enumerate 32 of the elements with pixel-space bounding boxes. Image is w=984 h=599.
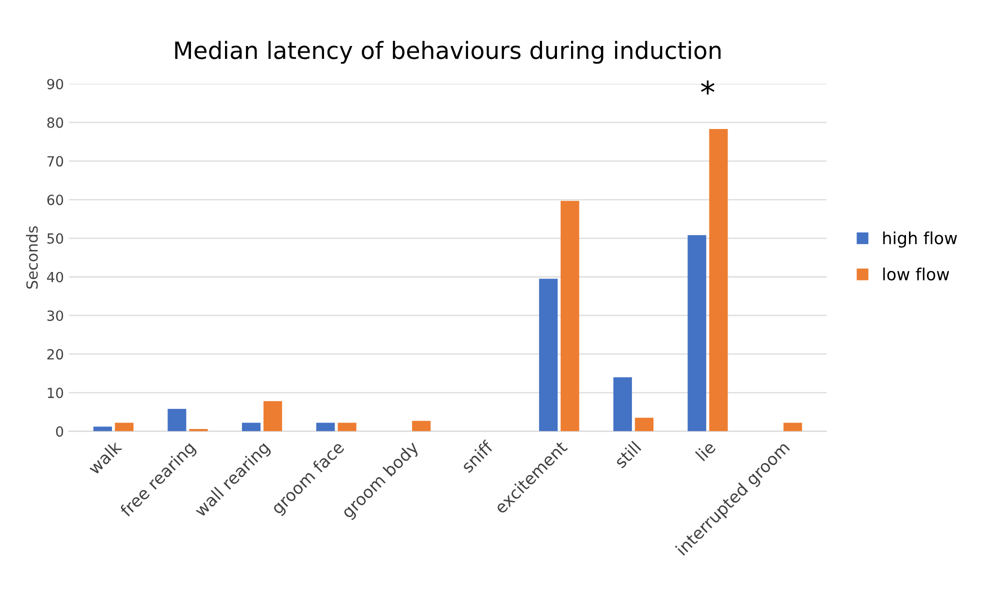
y-tick-label: 60 (47, 194, 64, 206)
bar (783, 422, 802, 432)
bar (93, 426, 112, 432)
y-axis-title: Seconds (26, 226, 38, 289)
y-tick-label: 70 (47, 156, 64, 167)
bar (338, 422, 356, 432)
y-tick-label: 10 (48, 388, 64, 398)
annotation: * (700, 80, 714, 94)
bar (709, 129, 728, 432)
x-tick-label: lie (695, 440, 716, 462)
x-tick-label: still (613, 440, 642, 469)
y-tick-label: 50 (47, 233, 64, 244)
y-tick-label: 20 (47, 349, 64, 360)
bar (613, 377, 632, 432)
y-tick-label: 30 (47, 310, 64, 321)
bar (316, 422, 335, 432)
y-tick-label: 90 (47, 78, 64, 90)
bar (412, 420, 431, 432)
legend-label: low flow (883, 268, 950, 280)
bar (560, 200, 580, 432)
bar (688, 235, 706, 432)
bar (264, 401, 282, 432)
y-tick-label: 80 (47, 117, 64, 128)
y-tick-label: 0 (56, 426, 64, 437)
chart-title: Median latency of behaviours during induction (175, 40, 721, 64)
legend-label: high flow (883, 231, 957, 248)
bar (114, 422, 134, 432)
bar (242, 422, 261, 432)
y-tick-label: 40 (47, 272, 64, 282)
bar (634, 418, 654, 432)
bar (539, 278, 558, 432)
bar (168, 408, 186, 432)
